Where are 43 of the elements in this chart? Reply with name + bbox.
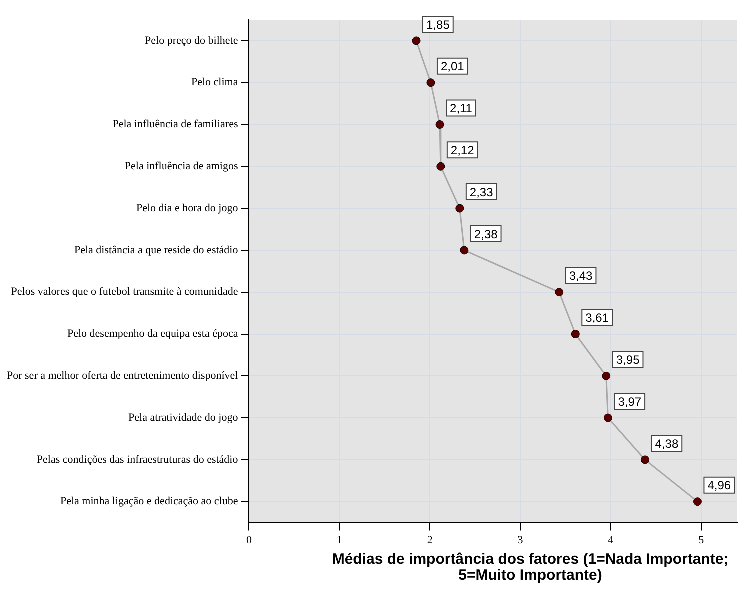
point: [571, 330, 580, 338]
y-tick-label: Pelos valores que o futebol transmite à comunidade: [11, 286, 238, 298]
point: [436, 162, 446, 171]
y-tick-label: Pela influência de familiares: [112, 118, 238, 131]
y-tick-label: Pelo desempenho da equipa esta época: [67, 328, 238, 340]
point: [456, 204, 464, 213]
point: [602, 372, 611, 380]
x-tick-label: 4: [608, 534, 614, 546]
point: [426, 78, 436, 88]
data-label: 2,12: [450, 143, 475, 158]
data-label: 2,38: [474, 227, 498, 242]
data-label: 2,33: [470, 185, 494, 200]
point: [460, 246, 469, 255]
x-tick-label: 0: [246, 534, 252, 546]
data-label: 3,43: [569, 269, 594, 284]
data-label: 2,11: [450, 102, 473, 116]
y-tick-label: Pelo clima: [191, 76, 238, 89]
data-label: 3,97: [618, 394, 642, 409]
point: [412, 36, 421, 46]
y-tick-label: Pelo preço do bilhete: [145, 34, 238, 47]
data-label: 2,01: [440, 60, 465, 74]
y-tick-label: Pela distância a que reside do estádio: [74, 244, 239, 256]
point: [555, 288, 564, 297]
y-tick-label: Pelo dia e hora do jogo: [136, 202, 239, 214]
y-tick-label: Por ser a melhor oferta de entretenimento disponível: [6, 370, 238, 382]
data-label: 3,95: [616, 352, 640, 367]
point: [604, 414, 612, 422]
y-tick-label: Pela atratividade do jogo: [128, 412, 239, 424]
y-tick-label: Pelas condições das infraestruturas do estádio: [36, 454, 239, 466]
x-axis-title: Médias de importância dos fatores (1=Nada Importante; 5=Muito Importante): [331, 551, 730, 584]
point: [693, 498, 702, 506]
data-label: 4,38: [655, 436, 679, 451]
x-tick-label: 2: [427, 534, 433, 546]
x-tick-label: 1: [336, 534, 342, 546]
data-label: 3,61: [586, 311, 610, 326]
data-label: 1,85: [426, 18, 450, 32]
x-tick-label: 5: [698, 534, 705, 546]
y-tick-label: Pela minha ligação e dedicação ao clube: [60, 496, 238, 508]
y-tick-label: Pela influência de amigos: [124, 160, 238, 173]
x-tick-label: 3: [518, 534, 524, 546]
point: [436, 120, 444, 129]
data-label: 4,96: [708, 478, 732, 493]
point: [641, 456, 650, 464]
